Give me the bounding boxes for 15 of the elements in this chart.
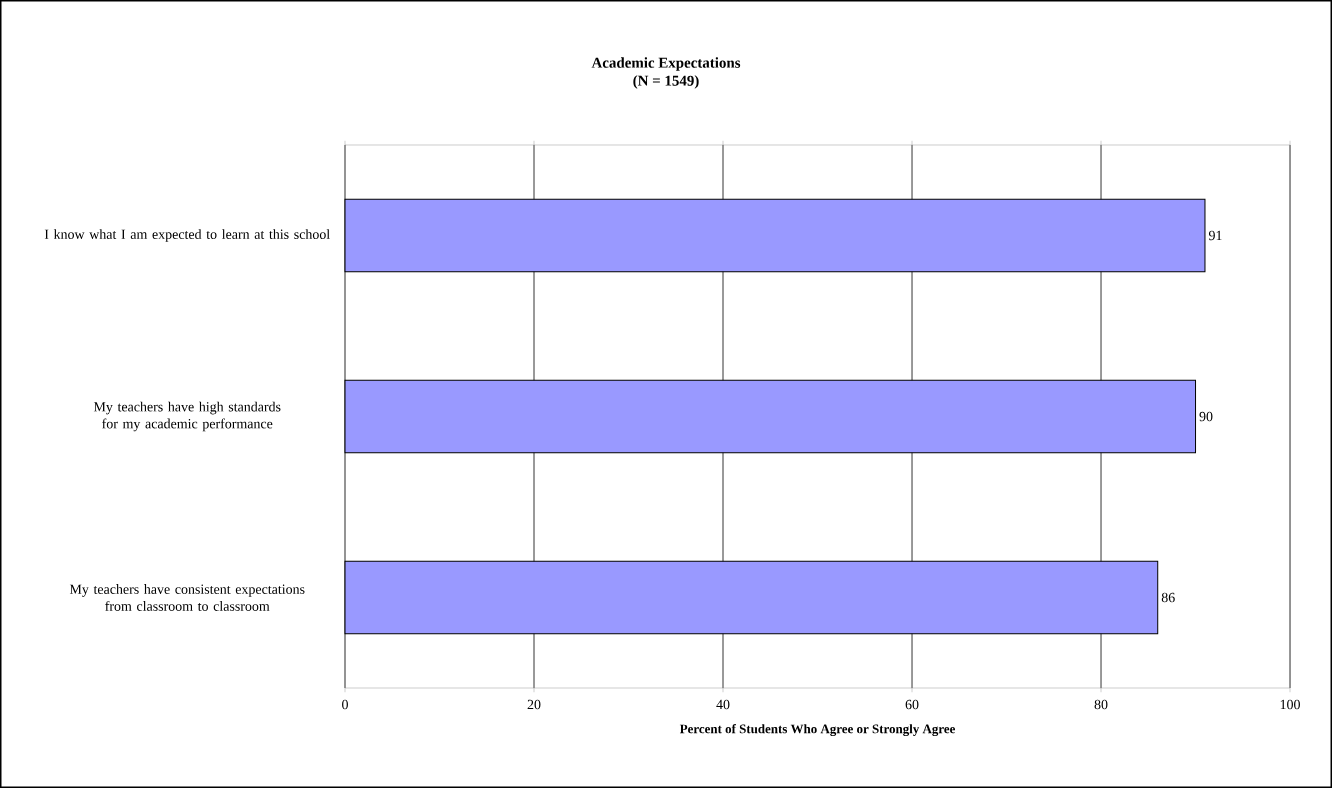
x-tick-label: 80 xyxy=(1094,699,1108,710)
x-tick-label: 0 xyxy=(342,699,348,710)
data-label: 90 xyxy=(1199,411,1213,422)
data-label: 86 xyxy=(1161,592,1175,603)
chart-title: Academic Expectations xyxy=(591,57,741,71)
chart-subtitle: (N = 1549) xyxy=(633,75,699,89)
x-tick-label: 40 xyxy=(716,699,730,710)
y-tick-label: I know what I am expected to learn at this school xyxy=(44,229,330,242)
x-tick-label: 60 xyxy=(905,699,919,710)
x-tick-label: 20 xyxy=(527,699,541,710)
x-axis-title: Percent of Students Who Agree or Strongly Agree xyxy=(679,724,956,737)
y-tick-label: My teachers have consistent expectations from classroom to classroom xyxy=(69,584,305,611)
data-label: 91 xyxy=(1208,230,1222,241)
y-tick-label: My teachers have high standards for my academic performance xyxy=(93,401,281,432)
x-tick-label: 100 xyxy=(1280,699,1300,710)
